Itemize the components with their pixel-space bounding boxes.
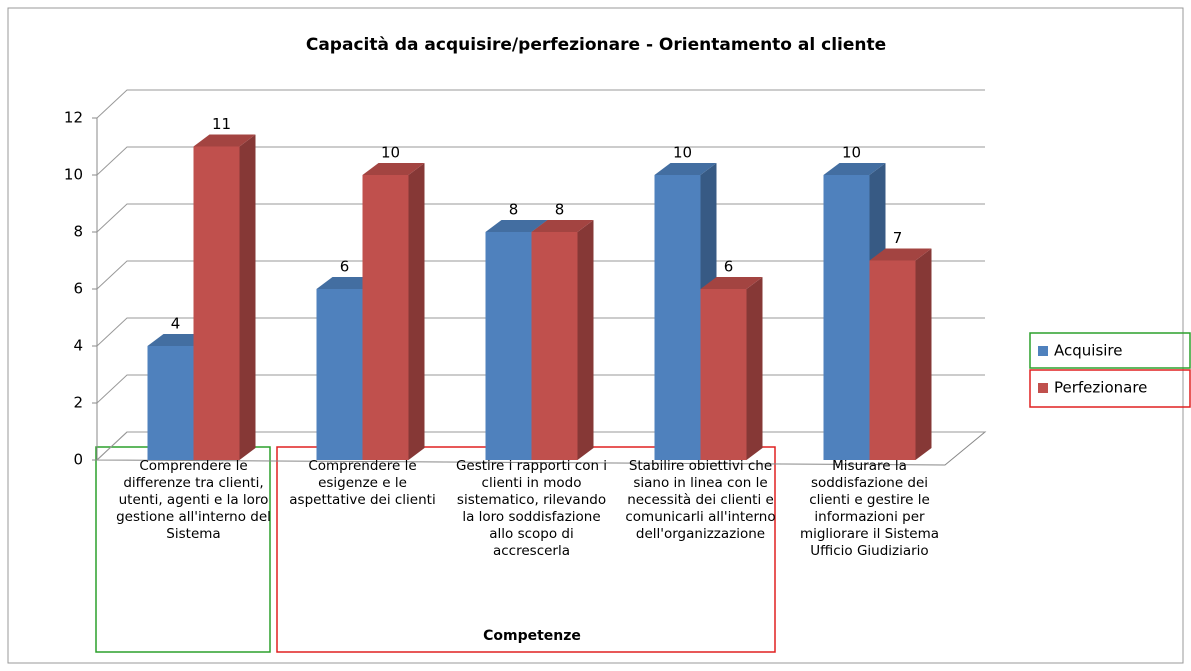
bar — [531, 232, 578, 460]
bar-side — [746, 277, 763, 460]
data-label: 11 — [212, 115, 231, 133]
bar — [654, 175, 701, 460]
bar-side — [577, 220, 594, 460]
bar-side — [239, 134, 256, 460]
x-tick-label: Comprendere le esigenze e le aspettative… — [289, 458, 436, 508]
bar — [869, 260, 916, 460]
data-label: 8 — [555, 201, 565, 219]
legend-box — [1029, 332, 1191, 369]
x-axis-label: Competenze — [483, 628, 581, 644]
bar-top — [700, 277, 763, 289]
y-tick-label: 12 — [64, 109, 83, 127]
bar-top — [485, 220, 548, 232]
x-tick-label: Stabilire obiettivi che siano in linea c… — [625, 458, 776, 542]
data-label: 10 — [673, 144, 692, 162]
bar-top — [823, 163, 886, 175]
data-label: 10 — [842, 144, 861, 162]
grid-line — [96, 89, 985, 119]
y-tick-label: 4 — [73, 337, 83, 355]
data-label: 8 — [509, 201, 519, 219]
legend-swatch — [1038, 346, 1048, 356]
bar — [700, 289, 747, 460]
y-tick-label: 2 — [73, 394, 83, 412]
data-label: 7 — [893, 229, 903, 247]
x-tick-label: Gestire i rapporti con i clienti in modo… — [455, 458, 608, 559]
data-label: 10 — [381, 144, 400, 162]
y-tick-label: 0 — [73, 451, 83, 469]
bar-top — [531, 220, 594, 232]
bar — [316, 289, 363, 460]
bar — [823, 175, 870, 460]
bar-top — [654, 163, 717, 175]
legend-label: Acquisire — [1054, 342, 1123, 360]
x-tick-label: Comprendere le differenze tra clienti, u… — [116, 458, 271, 542]
bar-top — [869, 248, 932, 261]
legend-swatch — [1038, 383, 1048, 393]
bar-side — [408, 163, 425, 460]
bar-top — [362, 163, 425, 175]
legend-box — [1029, 369, 1191, 408]
bar-top — [193, 134, 256, 147]
bar — [147, 346, 194, 460]
y-tick-label: 8 — [73, 223, 83, 241]
bar — [193, 146, 240, 460]
grid-line — [96, 146, 985, 176]
y-tick-label: 10 — [64, 166, 83, 184]
legend-label: Perfezionare — [1054, 379, 1147, 397]
data-label: 4 — [171, 315, 181, 333]
bar — [362, 175, 409, 460]
data-label: 6 — [724, 258, 734, 276]
chart-title: Capacità da acquisire/perfezionare - Ori… — [306, 35, 886, 55]
y-tick-label: 6 — [73, 280, 83, 298]
bar-side — [915, 248, 932, 460]
bar — [485, 232, 532, 460]
data-label: 6 — [340, 258, 350, 276]
x-tick-label: Misurare la soddisfazione dei clienti e … — [799, 458, 940, 559]
